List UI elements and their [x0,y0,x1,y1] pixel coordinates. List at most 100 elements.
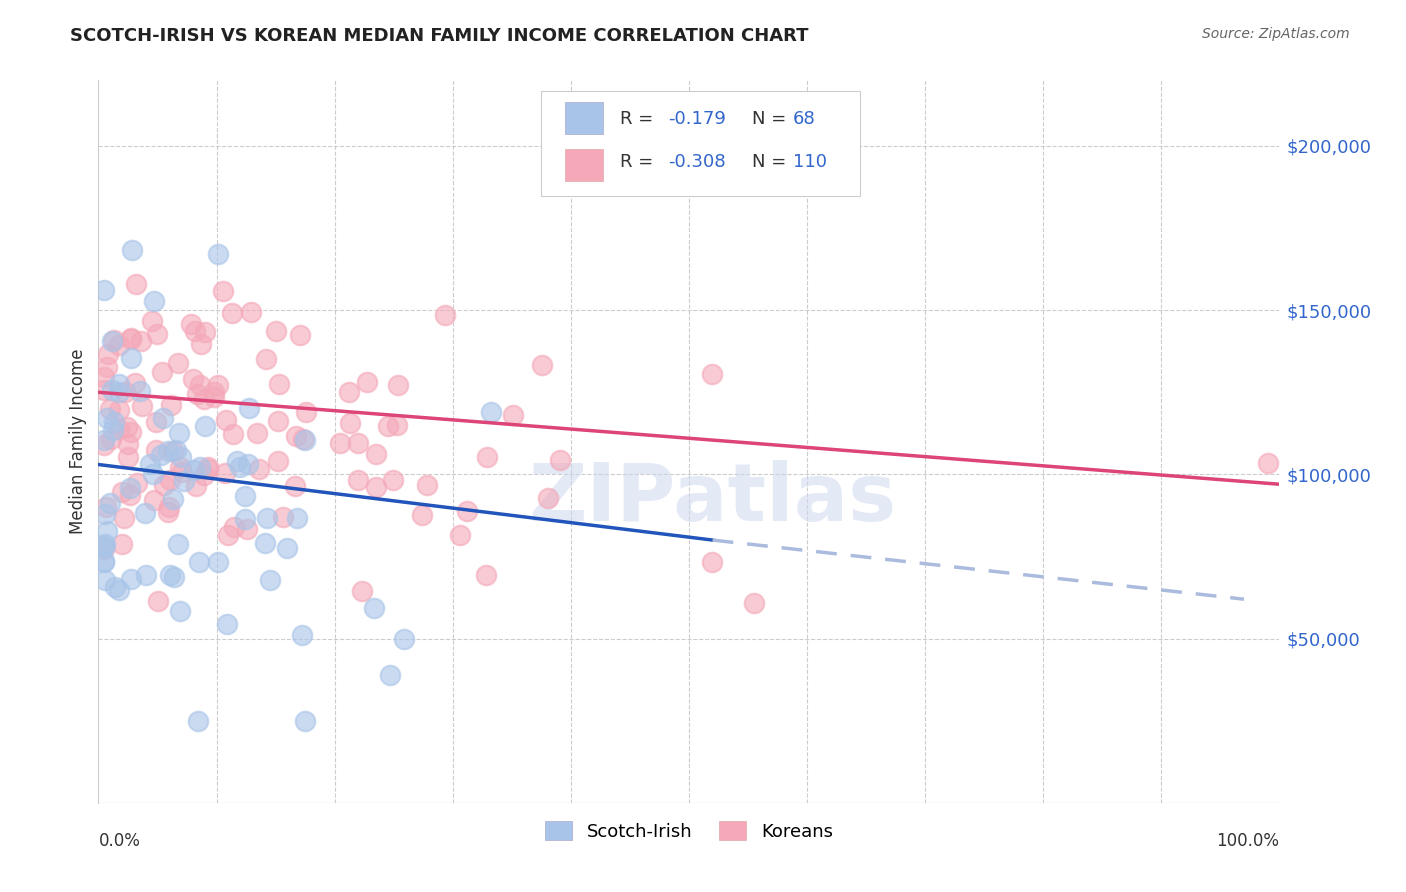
Text: ZIPatlas: ZIPatlas [529,460,897,539]
Point [169,450,191,465]
Point [475,568,498,582]
Point [93,384,115,398]
Point [742,596,765,610]
Point [449,528,471,542]
FancyBboxPatch shape [565,102,603,135]
Point [94,507,117,521]
Point [167,356,190,370]
Point [246,426,269,441]
Point [225,454,247,468]
Point [433,308,456,322]
Point [256,511,278,525]
Text: N =: N = [752,153,786,171]
Point [193,467,215,482]
Point [181,372,204,386]
Point [217,527,239,541]
Point [146,594,169,608]
Point [264,324,287,338]
Point [229,459,252,474]
Point [160,398,183,412]
Point [93,438,115,452]
Point [96,411,118,425]
Point [337,385,360,400]
Point [254,351,277,366]
Point [350,583,373,598]
Point [284,429,307,443]
Point [118,488,141,502]
Point [93,370,115,384]
Point [381,474,404,488]
Point [134,506,156,520]
Point [530,359,553,373]
Point [194,419,217,434]
Point [363,601,385,615]
Point [284,479,307,493]
Point [207,555,229,569]
Point [339,416,361,430]
Text: N =: N = [752,110,786,128]
Point [152,410,174,425]
Point [285,511,308,525]
Point [120,332,142,346]
Point [145,415,167,429]
Point [193,392,215,406]
Text: SCOTCH-IRISH VS KOREAN MEDIAN FAMILY INCOME CORRELATION CHART: SCOTCH-IRISH VS KOREAN MEDIAN FAMILY INC… [70,27,808,45]
Point [107,385,129,400]
Point [114,384,136,399]
Point [169,426,191,441]
Point [222,520,245,534]
Point [129,334,152,348]
Point [120,331,142,345]
Legend: Scotch-Irish, Koreans: Scotch-Irish, Koreans [538,814,839,848]
Point [103,416,125,430]
Point [108,338,131,352]
Point [143,293,166,308]
Point [700,367,723,381]
FancyBboxPatch shape [541,91,860,196]
Point [115,419,138,434]
Point [202,390,225,404]
Point [233,512,256,526]
Point [207,246,229,260]
Point [254,536,277,550]
Text: 110: 110 [793,153,827,171]
Point [364,480,387,494]
Text: Source: ZipAtlas.com: Source: ZipAtlas.com [1202,27,1350,41]
Point [269,376,291,391]
Point [156,443,179,458]
Point [98,496,121,510]
Point [120,425,142,439]
Point [411,508,433,523]
Point [101,424,124,438]
Point [187,714,209,728]
Point [416,477,439,491]
Point [276,541,298,555]
Point [118,481,141,495]
Point [170,465,193,479]
Point [288,327,311,342]
Point [96,359,118,374]
Point [145,442,167,457]
Point [112,510,135,524]
Point [197,461,219,475]
Point [94,537,117,551]
Point [120,351,142,365]
Text: -0.179: -0.179 [668,110,725,128]
Point [247,462,270,476]
Text: R =: R = [620,110,654,128]
Point [238,401,260,415]
Point [125,277,148,291]
Point [93,539,115,553]
Point [96,347,118,361]
Point [162,444,184,458]
Point [207,377,229,392]
Point [221,306,243,320]
Point [233,489,256,503]
Point [291,432,314,446]
Point [377,419,399,434]
Point [385,417,408,432]
Text: R =: R = [620,153,654,171]
Point [143,493,166,508]
Point [294,433,316,447]
Point [183,463,205,477]
